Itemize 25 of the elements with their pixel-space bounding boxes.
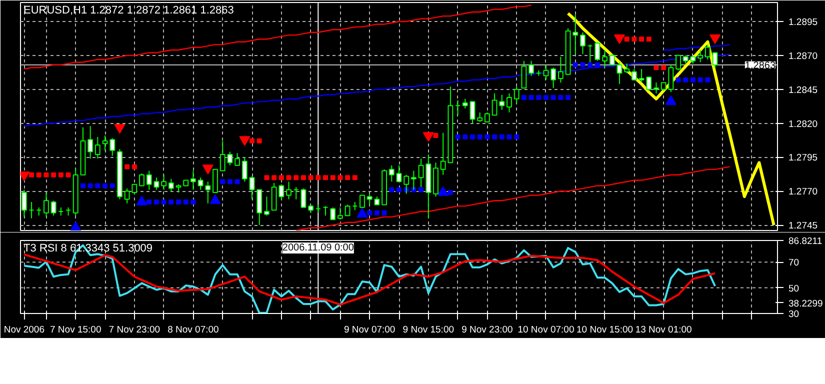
y-tick-label: 70: [788, 258, 800, 269]
x-tick-label: 13 Nov 01:00: [635, 324, 692, 336]
y-tick-label: 1.2745: [788, 220, 818, 232]
y-tick-label: 86.8211: [788, 236, 822, 247]
y-tick-label: 1.2820: [788, 118, 818, 130]
y-tick-label: 50: [788, 283, 800, 294]
chart-title: EURUSD,H1 1.2872 1.2872 1.2861 1.2863: [24, 4, 234, 16]
y-tick-label: 1.2845: [788, 84, 818, 96]
annotation: 2006.11.09 0:00: [282, 242, 354, 254]
y-tick-label: 1.2795: [788, 152, 818, 164]
x-tick-label: 10 Nov 07:00: [518, 324, 574, 336]
y-tick-label: 1.2895: [788, 17, 818, 28]
x-tick-label: 8 Nov 07:00: [168, 324, 219, 336]
x-tick-label: 7 Nov 15:00: [50, 324, 102, 336]
x-tick-label: 9 Nov 15:00: [402, 324, 454, 336]
y-tick-label: 1.2770: [788, 186, 818, 198]
x-tick-label: 9 Nov 23:00: [462, 324, 513, 336]
y-tick-label: 30: [788, 309, 800, 320]
x-tick-label: Nov 2006: [4, 324, 45, 336]
x-tick-label: 9 Nov 07:00: [344, 324, 396, 336]
x-tick-label: 10 Nov 15:00: [576, 324, 634, 336]
x-tick-label: 7 Nov 23:00: [108, 324, 160, 336]
y-tick-label: 1.2870: [788, 50, 818, 62]
ref-line-label: 1.2863: [744, 60, 776, 72]
y-tick-label: 38.2299: [788, 298, 823, 310]
